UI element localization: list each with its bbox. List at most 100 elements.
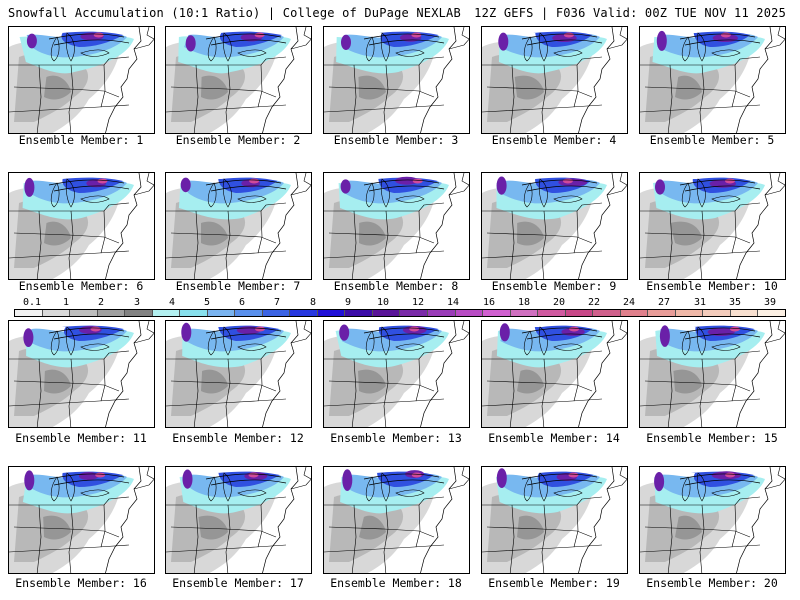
snowfall-map-icon: [640, 467, 785, 573]
snowfall-map-icon: [640, 27, 785, 133]
colorbar-swatch: [400, 310, 428, 316]
snowfall-map-icon: [324, 467, 469, 573]
model-run-info: 12Z GEFS | F036 Valid: 00Z TUE NOV 11 20…: [474, 6, 786, 20]
snowfall-map-panel: [323, 320, 470, 428]
snowfall-colorbar: [14, 309, 786, 317]
colorbar-tick: 24: [622, 297, 636, 308]
snowfall-map-panel: [8, 320, 155, 428]
snowfall-map-panel: [481, 26, 628, 134]
snowfall-map-panel: [639, 172, 786, 280]
colorbar-tick: 12: [411, 297, 425, 308]
snowfall-map-icon: [640, 173, 785, 279]
ensemble-member-label: Ensemble Member: 1: [18, 133, 144, 147]
colorbar-swatch: [70, 310, 98, 316]
colorbar-swatch: [703, 310, 731, 316]
snowfall-map-icon: [640, 321, 785, 427]
colorbar-swatch: [565, 310, 594, 316]
snowfall-map-panel: [8, 26, 155, 134]
snowfall-map-icon: [482, 173, 627, 279]
colorbar-tick: 1: [62, 297, 70, 308]
colorbar-swatch: [125, 310, 153, 316]
ensemble-member-label: Ensemble Member: 10: [646, 279, 778, 293]
snowfall-map-icon: [9, 173, 154, 279]
colorbar-tick: 4: [168, 297, 176, 308]
ensemble-member-label: Ensemble Member: 6: [18, 279, 144, 293]
snowfall-map-icon: [166, 173, 311, 279]
snowfall-map-icon: [166, 27, 311, 133]
colorbar-swatch: [317, 310, 346, 316]
ensemble-member-label: Ensemble Member: 7: [175, 279, 301, 293]
colorbar-swatch: [180, 310, 208, 316]
ensemble-member-label: Ensemble Member: 13: [330, 431, 462, 445]
ensemble-member-label: Ensemble Member: 5: [649, 133, 775, 147]
snowfall-map-icon: [482, 27, 627, 133]
snowfall-map-icon: [9, 467, 154, 573]
colorbar-swatch: [290, 310, 318, 316]
colorbar-tick: 10: [376, 297, 390, 308]
ensemble-member-label: Ensemble Member: 20: [646, 576, 778, 590]
snowfall-map-icon: [324, 173, 469, 279]
colorbar-swatch: [730, 310, 759, 316]
snowfall-map-panel: [323, 26, 470, 134]
colorbar-tick: 0.1: [22, 297, 42, 308]
colorbar-tick: 16: [482, 297, 496, 308]
colorbar-swatch: [262, 310, 291, 316]
snowfall-map-panel: [165, 172, 312, 280]
ensemble-member-label: Ensemble Member: 14: [488, 431, 620, 445]
colorbar-swatch: [235, 310, 263, 316]
snowfall-map-panel: [639, 466, 786, 574]
colorbar-tick: 7: [273, 297, 281, 308]
colorbar-tick: 5: [203, 297, 211, 308]
colorbar-swatch: [345, 310, 373, 316]
colorbar-swatch: [152, 310, 181, 316]
snowfall-map-panel: [639, 26, 786, 134]
ensemble-member-label: Ensemble Member: 16: [15, 576, 147, 590]
colorbar-swatch: [372, 310, 401, 316]
ensemble-member-label: Ensemble Member: 18: [330, 576, 462, 590]
ensemble-member-label: Ensemble Member: 4: [491, 133, 617, 147]
snowfall-map-icon: [9, 321, 154, 427]
colorbar-swatch: [538, 310, 566, 316]
colorbar-tick: 27: [657, 297, 671, 308]
snowfall-map-panel: [8, 466, 155, 574]
colorbar-tick: 2: [97, 297, 105, 308]
colorbar-tick: 14: [446, 297, 460, 308]
colorbar-tick: 22: [587, 297, 601, 308]
snowfall-map-panel: [323, 466, 470, 574]
snowfall-map-panel: [481, 172, 628, 280]
ensemble-member-label: Ensemble Member: 12: [172, 431, 304, 445]
colorbar-tick: 6: [238, 297, 246, 308]
colorbar-tick: 3: [133, 297, 141, 308]
snowfall-map-panel: [481, 320, 628, 428]
colorbar-tick: 39: [763, 297, 777, 308]
colorbar-swatch: [427, 310, 456, 316]
snowfall-map-icon: [482, 321, 627, 427]
colorbar-swatch: [15, 310, 43, 316]
ensemble-member-label: Ensemble Member: 2: [175, 133, 301, 147]
colorbar-tick: 31: [693, 297, 707, 308]
ensemble-member-label: Ensemble Member: 8: [333, 279, 459, 293]
ensemble-member-label: Ensemble Member: 11: [15, 431, 147, 445]
snowfall-map-icon: [166, 467, 311, 573]
colorbar-swatch: [648, 310, 676, 316]
ensemble-member-label: Ensemble Member: 19: [488, 576, 620, 590]
snowfall-map-panel: [639, 320, 786, 428]
colorbar-tick: 20: [552, 297, 566, 308]
colorbar-tick: 8: [309, 297, 317, 308]
map-title: Snowfall Accumulation (10:1 Ratio) | Col…: [8, 6, 461, 20]
snowfall-map-icon: [166, 321, 311, 427]
ensemble-member-label: Ensemble Member: 17: [172, 576, 304, 590]
snowfall-map-icon: [482, 467, 627, 573]
snowfall-map-panel: [8, 172, 155, 280]
colorbar-tick: 18: [517, 297, 531, 308]
colorbar-swatch: [455, 310, 484, 316]
snowfall-map-panel: [481, 466, 628, 574]
snowfall-map-icon: [324, 27, 469, 133]
snowfall-map-icon: [324, 321, 469, 427]
snowfall-map-panel: [165, 320, 312, 428]
colorbar-swatch: [620, 310, 649, 316]
colorbar-swatch: [97, 310, 126, 316]
colorbar-swatch: [675, 310, 704, 316]
colorbar-tick-labels: 0.1 1 2 3 4 5 6 7 8 9 10 12 14 16 18 20 22 24 27 31 35 39: [14, 297, 786, 309]
